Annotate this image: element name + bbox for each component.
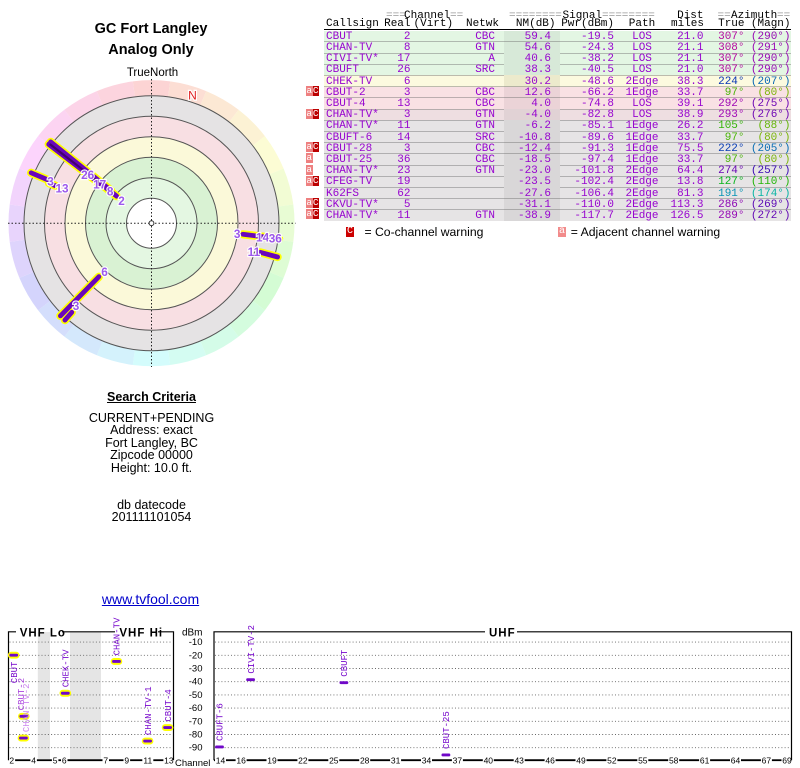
svg-text:25: 25: [329, 755, 339, 765]
svg-text:CBUFT-6: CBUFT-6: [216, 703, 226, 741]
svg-text:13: 13: [55, 181, 69, 195]
svg-text:14: 14: [256, 231, 270, 245]
svg-text:CHAN-TV-2: CHAN-TV-2: [22, 683, 32, 732]
svg-text:CBUT-4: CBUT-4: [164, 689, 174, 721]
svg-text:CBUFT: CBUFT: [340, 649, 350, 677]
svg-text:64: 64: [731, 755, 741, 765]
svg-text:22: 22: [298, 755, 308, 765]
svg-text:11: 11: [143, 755, 152, 765]
svg-text:69: 69: [782, 755, 792, 765]
svg-text:3: 3: [47, 174, 54, 188]
svg-text:CHAN-TV: CHAN-TV: [113, 617, 123, 655]
svg-text:6: 6: [101, 265, 108, 279]
svg-text:-90: -90: [189, 743, 203, 754]
svg-text:43: 43: [514, 755, 524, 765]
svg-text:CBUT-25: CBUT-25: [442, 711, 452, 749]
svg-text:CHEK-TV: CHEK-TV: [62, 649, 72, 687]
svg-text:36: 36: [269, 232, 283, 246]
svg-text:13: 13: [164, 755, 174, 765]
svg-text:52: 52: [607, 755, 617, 765]
svg-text:6: 6: [62, 755, 67, 765]
svg-text:Channel: Channel: [175, 758, 210, 768]
svg-text:-40: -40: [189, 677, 203, 688]
svg-text:9: 9: [124, 755, 129, 765]
svg-text:17: 17: [93, 178, 107, 192]
svg-text:-50: -50: [189, 690, 203, 701]
svg-text:19: 19: [267, 755, 277, 765]
svg-text:-20: -20: [189, 650, 203, 661]
svg-text:-10: -10: [189, 637, 203, 648]
svg-text:49: 49: [576, 755, 586, 765]
svg-text:37: 37: [453, 755, 463, 765]
svg-text:8: 8: [107, 184, 114, 198]
svg-text:2: 2: [9, 755, 14, 765]
svg-text:46: 46: [545, 755, 555, 765]
svg-text:-80: -80: [189, 730, 203, 741]
svg-text:-60: -60: [189, 703, 203, 714]
svg-text:61: 61: [700, 755, 710, 765]
svg-text:31: 31: [391, 755, 401, 765]
svg-text:26: 26: [81, 168, 95, 182]
svg-text:2: 2: [118, 194, 125, 208]
svg-text:5: 5: [53, 755, 58, 765]
svg-text:VHF Hi: VHF Hi: [119, 628, 163, 640]
svg-text:CIVI-TV-2: CIVI-TV-2: [247, 625, 257, 674]
svg-text:14: 14: [216, 755, 226, 765]
svg-text:28: 28: [360, 755, 370, 765]
svg-text:7: 7: [103, 755, 108, 765]
svg-text:4: 4: [31, 755, 36, 765]
svg-text:CBUT-2: CBUT-2: [17, 678, 27, 710]
svg-text:dBm: dBm: [182, 628, 203, 639]
svg-text:VHF Lo: VHF Lo: [20, 628, 66, 640]
svg-text:16: 16: [236, 755, 246, 765]
svg-text:N: N: [188, 89, 197, 103]
svg-text:-30: -30: [189, 664, 203, 675]
svg-text:55: 55: [638, 755, 648, 765]
svg-text:3: 3: [73, 299, 80, 313]
svg-text:3: 3: [234, 227, 241, 241]
svg-text:UHF: UHF: [489, 628, 516, 640]
svg-text:CBUT: CBUT: [10, 661, 20, 683]
svg-text:58: 58: [669, 755, 679, 765]
svg-text:11: 11: [248, 245, 261, 259]
svg-text:67: 67: [762, 755, 772, 765]
svg-text:40: 40: [484, 755, 494, 765]
svg-text:34: 34: [422, 755, 432, 765]
svg-text:CHAN-TV-1: CHAN-TV-1: [144, 686, 154, 735]
svg-text:-70: -70: [189, 716, 203, 727]
